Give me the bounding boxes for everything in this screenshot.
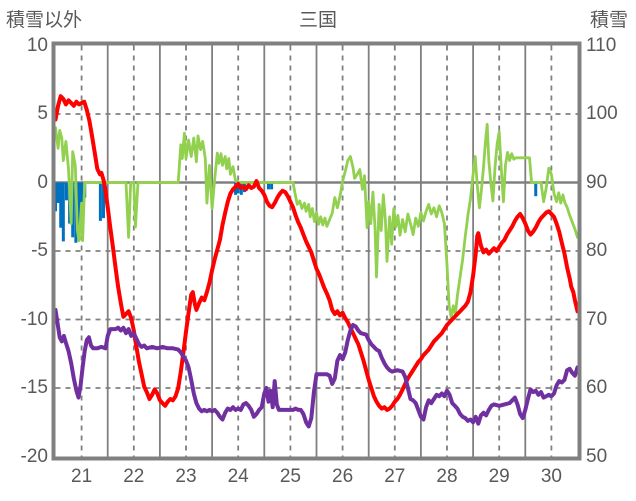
series-blue-bars <box>102 182 106 219</box>
left-axis-title: 積雪以外 <box>6 10 83 31</box>
y-right-tick-label: 50 <box>586 445 608 467</box>
y-right-tick-label: 80 <box>586 240 608 261</box>
chart-title: 三国 <box>298 10 338 31</box>
y-left-tick-label: -15 <box>20 377 48 398</box>
series-blue-bars <box>77 182 81 230</box>
series-blue-bars <box>98 182 102 221</box>
plot-frame <box>51 41 582 461</box>
x-tick-label: 30 <box>540 466 562 487</box>
y-right-tick-label: 100 <box>586 103 618 124</box>
y-left-tick-label: 5 <box>37 103 48 124</box>
y-left-tick-label: 10 <box>26 34 48 56</box>
x-tick-label: 23 <box>175 466 197 487</box>
series-blue-bars <box>270 182 274 190</box>
x-tick-label: 29 <box>488 466 510 487</box>
series-blue-bars <box>61 182 65 242</box>
x-tick-label: 24 <box>227 466 249 487</box>
series-red-line <box>55 94 578 412</box>
series-blue-bars <box>80 182 84 210</box>
series-blue-bars <box>55 182 57 212</box>
x-tick-label: 21 <box>71 466 93 487</box>
series-blue-bars <box>266 182 270 190</box>
series-blue-bars <box>534 182 538 197</box>
y-right-tick-label: 110 <box>586 34 617 56</box>
series-green-line <box>55 122 578 319</box>
y-right-tick-label: 60 <box>586 377 608 398</box>
series-blue-bars <box>56 182 60 204</box>
series-blue-bars <box>64 182 68 201</box>
series-purple-line <box>55 307 578 429</box>
x-tick-label: 25 <box>279 466 301 487</box>
series-blue-bars <box>59 182 63 228</box>
x-tick-label: 27 <box>384 466 406 487</box>
right-axis-title: 積雪 <box>589 10 628 31</box>
series-group <box>55 94 578 429</box>
x-tick-label: 26 <box>332 466 354 487</box>
y-left-tick-label: -10 <box>20 308 48 330</box>
y-right-tick-label: 70 <box>586 308 608 330</box>
y-left-tick-label: 0 <box>37 171 48 193</box>
x-tick-label: 22 <box>123 466 145 487</box>
y-right-tick-label: 90 <box>586 171 608 193</box>
y-left-tick-label: -20 <box>20 445 48 467</box>
series-blue-bars <box>236 182 240 194</box>
y-left-tick-label: -5 <box>31 240 48 261</box>
x-tick-label: 28 <box>436 466 458 487</box>
